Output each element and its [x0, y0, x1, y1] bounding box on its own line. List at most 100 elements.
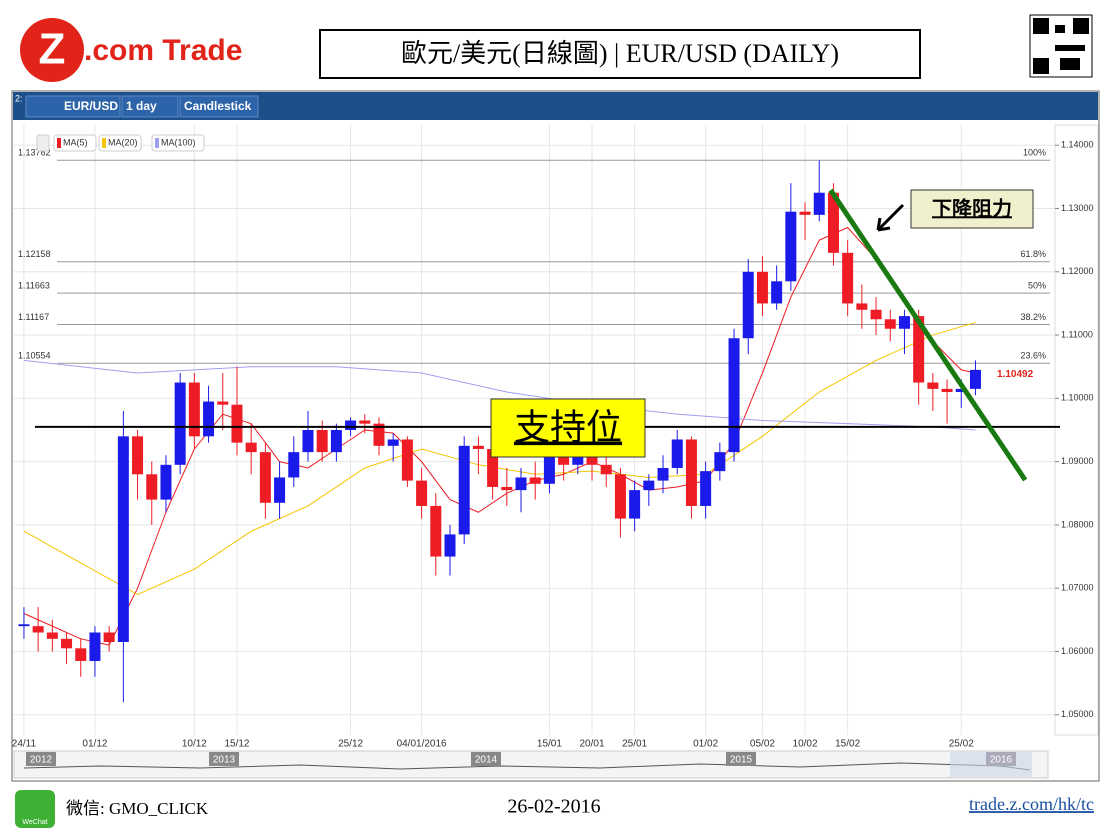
candle-body	[714, 452, 726, 472]
legend-toggle[interactable]	[36, 134, 50, 152]
date: 26-02-2016	[507, 796, 600, 818]
x-tick-label: 25/01	[622, 739, 647, 750]
candle-body	[501, 486, 513, 491]
candle-body	[884, 319, 896, 329]
candle-body	[75, 648, 87, 661]
y-tick-label: 1.12000	[1061, 266, 1094, 276]
candle-body	[898, 316, 910, 329]
candle-body	[203, 401, 215, 437]
wechat-icon-label: WeChat	[22, 819, 47, 826]
symbol: EUR/USD	[64, 99, 118, 113]
symbol-button[interactable]	[25, 95, 121, 118]
candle-body	[558, 455, 570, 465]
candle-body	[416, 480, 428, 506]
year-label: 2015	[730, 755, 753, 766]
title-box	[319, 29, 921, 79]
candle-body	[245, 442, 257, 453]
navigator	[13, 750, 1049, 779]
support-label: 支持位	[514, 407, 622, 448]
candle-body	[799, 211, 811, 215]
candle-body	[629, 490, 641, 519]
candle-body	[586, 455, 598, 465]
candle-body	[61, 638, 73, 649]
y-tick-label: 1.09000	[1061, 456, 1094, 466]
candle-body	[387, 439, 399, 446]
logo-circle	[20, 18, 84, 82]
candle-body	[856, 303, 868, 310]
fib-percent-label: 50%	[1028, 281, 1046, 291]
candle-body	[458, 445, 470, 535]
candle-body	[927, 382, 939, 389]
candle-body	[941, 388, 953, 393]
candle-body	[742, 271, 754, 339]
interval-button[interactable]	[121, 95, 179, 118]
logo-mark: Z	[39, 25, 66, 74]
style: Candlestick	[184, 99, 252, 113]
y-tick-label: 1.14000	[1061, 140, 1094, 150]
legend-swatch	[155, 138, 159, 148]
panel-number: 2:	[15, 93, 23, 103]
candle-body	[771, 281, 783, 304]
candle-body	[487, 448, 499, 487]
candle-body	[231, 404, 243, 443]
title: 歐元/美元(日線圖) | EUR/USD (DAILY)	[401, 39, 839, 68]
support-box	[490, 398, 646, 458]
x-tick-label: 05/02	[750, 739, 775, 750]
candle-body	[472, 445, 484, 449]
candle-body	[543, 455, 555, 484]
resistance-label: 下降阻力	[932, 196, 1012, 220]
candle-body	[259, 452, 271, 503]
candle-body	[785, 211, 797, 282]
wechat-icon	[15, 790, 55, 828]
candle-body	[827, 192, 839, 253]
resistance-line	[828, 188, 1028, 482]
candle-body	[345, 420, 357, 430]
x-tick-label: 04/01/2016	[397, 739, 447, 750]
candle-body	[146, 474, 158, 500]
y-tick-label: 1.06000	[1061, 646, 1094, 656]
x-tick-label: 25/02	[949, 739, 974, 750]
logo-text: .com Trade	[84, 34, 242, 67]
candle-body	[955, 388, 967, 393]
year-label: 2012	[30, 755, 53, 766]
candle-body	[969, 369, 981, 389]
legend-swatch	[57, 138, 61, 148]
x-tick-label: 10/12	[182, 739, 207, 750]
legend-box	[98, 134, 142, 152]
url[interactable]: trade.z.com/hk/tc	[969, 794, 1094, 814]
candle-body	[117, 436, 129, 642]
candle-body	[600, 464, 612, 475]
style-button[interactable]	[179, 95, 259, 118]
fib-percent-label: 23.6%	[1020, 351, 1046, 361]
candle-body	[46, 632, 58, 639]
candle-body	[132, 436, 144, 475]
legend-label: MA(5)	[63, 137, 88, 147]
candle-body	[274, 477, 286, 503]
candle-body	[813, 192, 825, 215]
candle-body	[842, 252, 854, 304]
x-tick-label: 15/02	[835, 739, 860, 750]
y-tick-label: 1.08000	[1061, 519, 1094, 529]
x-tick-label: 10/02	[793, 739, 818, 750]
fib-percent-label: 61.8%	[1020, 249, 1046, 259]
fib-value-label: 1.12158	[18, 249, 51, 259]
candle-body	[643, 480, 655, 491]
y-axis-area	[1054, 124, 1099, 736]
candle-body	[103, 632, 115, 642]
x-tick-label: 01/02	[693, 739, 718, 750]
fib-percent-label: 100%	[1023, 148, 1046, 158]
candle-body	[870, 309, 882, 320]
interval: 1 day	[126, 99, 157, 113]
y-tick-label: 1.11000	[1061, 329, 1093, 339]
candle-body	[430, 505, 442, 557]
ma-line	[23, 359, 976, 431]
resistance-box	[910, 189, 1034, 229]
candle-body	[700, 471, 712, 506]
candle-body	[174, 382, 186, 465]
candle-body	[89, 632, 101, 661]
legend-label: MA(20)	[108, 137, 138, 147]
candle-body	[330, 430, 342, 453]
x-tick-label: 20/01	[580, 739, 605, 750]
candle-body	[657, 467, 669, 481]
candle-body	[359, 420, 371, 424]
